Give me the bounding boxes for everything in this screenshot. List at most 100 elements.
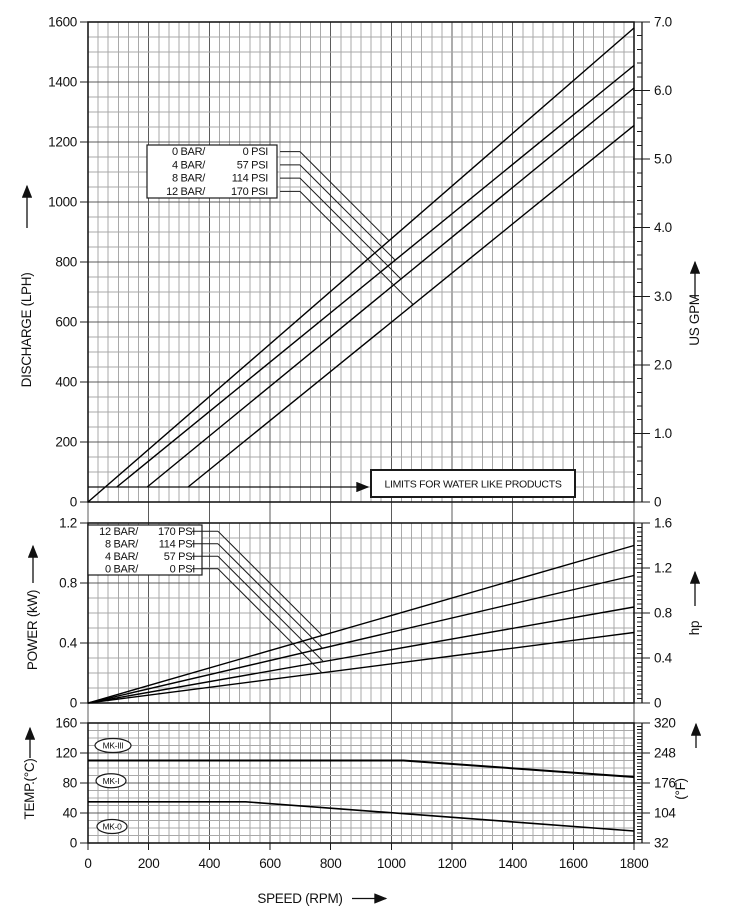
right-tick-label: 1.0 (654, 426, 672, 441)
right-tick-label: 176 (654, 776, 676, 791)
y-tick-label: 40 (63, 806, 77, 821)
right-tick-label: 1.6 (654, 516, 672, 531)
series-power-vs-speed-1 (87, 574, 635, 704)
right-tick-label: 0 (654, 495, 661, 510)
right-tick-label: 320 (654, 716, 676, 731)
legend-leader-line (217, 530, 323, 636)
y-tick-label: 0 (70, 836, 77, 851)
legend-row-bar: 0 BAR/ (172, 146, 206, 158)
y-tick-label: 200 (55, 435, 77, 450)
legend-row-psi: 57 PSI (164, 551, 195, 563)
y-tick-label: 1400 (48, 75, 77, 90)
axis-title: DISCHARGE (LPH) (19, 273, 34, 388)
model-oval (95, 773, 127, 789)
y-tick-label: 80 (63, 776, 77, 791)
right-tick-label: 0.8 (654, 606, 672, 621)
right-tick-label: 5.0 (654, 152, 672, 167)
y-tick-label: 1.2 (59, 516, 77, 531)
x-tick-label: 1000 (377, 856, 406, 871)
panel-discharge-vs-speed: 0 200 400 600 800 1000 1200 1400 1600 0 1.0 2.0 3.0 4… (48, 15, 672, 510)
y-tick-label: 1000 (48, 195, 77, 210)
legend-row-bar: 4 BAR/ (172, 159, 206, 171)
legend-box (87, 524, 203, 576)
series-layer (87, 27, 635, 832)
right-tick-label: 32 (654, 836, 668, 851)
legend-row-bar: 0 BAR/ (105, 563, 139, 575)
y-tick-label: 0.8 (59, 576, 77, 591)
limits-label: LIMITS FOR WATER LIKE PRODUCTS (384, 479, 561, 491)
x-tick-label: 1600 (559, 856, 588, 871)
right-tick-label: 1.2 (654, 561, 672, 576)
model-label-MK-0: MK-0 (96, 818, 128, 835)
series-discharge-vs-speed-1 (116, 64, 635, 488)
y-tick-label: 800 (55, 255, 77, 270)
model-label-MK-III: MK-III (94, 737, 132, 754)
x-tick-label: 800 (320, 856, 342, 871)
right-tick-label: 2.0 (654, 357, 672, 372)
axis-title: hp (687, 621, 702, 635)
y-tick-label: 400 (55, 375, 77, 390)
series-discharge-vs-speed-3 (187, 124, 635, 488)
legend-row-bar: 12 BAR/ (166, 186, 206, 198)
legend-leader-line (217, 568, 323, 674)
x-tick-label: 400 (199, 856, 221, 871)
axis-title: POWER (kW) (25, 590, 40, 670)
legend-row-psi: 0 PSI (243, 146, 269, 158)
y-tick-label: 120 (55, 746, 77, 761)
right-tick-label: 0 (654, 696, 661, 711)
model-oval-text: MK-I (103, 776, 120, 786)
legend-row-psi: 0 PSI (170, 563, 196, 575)
x-tick-label: 0 (84, 856, 91, 871)
legend-leader-line (299, 191, 414, 305)
legend-row-psi: 114 PSI (159, 538, 195, 550)
y-tick-label: 600 (55, 315, 77, 330)
y-tick-label: 1600 (48, 15, 77, 30)
model-oval-text: MK-III (103, 741, 124, 751)
legend-row-psi: 114 PSI (232, 173, 268, 185)
legend-row-bar: 8 BAR/ (105, 538, 139, 550)
legend-row-psi: 170 PSI (158, 526, 195, 538)
model-oval-text: MK-0 (102, 822, 122, 832)
model-oval (96, 818, 128, 835)
legend-leader-line (217, 555, 324, 662)
right-tick-label: 0.4 (654, 651, 673, 666)
legend-leader-line (299, 151, 390, 242)
legend-leader-line (299, 177, 402, 280)
x-tick-label: 600 (259, 856, 281, 871)
series-discharge-vs-speed-0 (87, 27, 635, 503)
model-oval (94, 737, 132, 754)
panel-temperature-limit-vs-speed: 0 40 80 120 160 32 104 176 248 320 (55, 716, 676, 851)
y-tick-label: 160 (55, 716, 77, 731)
y-tick-label: 0.4 (59, 636, 78, 651)
series-discharge-vs-speed-2 (146, 87, 635, 488)
legend-leader-line (299, 164, 396, 261)
x-axis-title: SPEED (RPM) (257, 891, 342, 906)
legend-row-bar: 12 BAR/ (99, 526, 139, 538)
x-tick-label: 200 (138, 856, 160, 871)
annotation-layer: 0 BAR/0 PSI 4 BAR/57 PSI 8 BAR/114 PSI 12 B… (87, 144, 576, 835)
axis-title: TEMP.(°C) (22, 759, 37, 820)
series-power-vs-speed-0 (87, 544, 635, 704)
right-tick-label: 7.0 (654, 15, 672, 30)
panel-power-vs-speed: 0 0.4 0.8 1.2 0 0.4 0.8 1.2 1.6 (59, 516, 673, 711)
limits-annotation: LIMITS FOR WATER LIKE PRODUCTS (88, 469, 576, 498)
legend-discharge-vs-speed: 0 BAR/0 PSI 4 BAR/57 PSI 8 BAR/114 PSI 12 B… (146, 144, 414, 305)
y-tick-label: 0 (70, 696, 77, 711)
legend-box (146, 144, 278, 199)
legend-row-psi: 170 PSI (231, 186, 268, 198)
legend-row-bar: 8 BAR/ (172, 173, 206, 185)
series-power-vs-speed-3 (87, 631, 635, 704)
axis-title: (°F) (673, 778, 688, 799)
axis-title: US GPM (687, 294, 702, 346)
x-tick-label: 1800 (620, 856, 649, 871)
right-tick-label: 104 (654, 806, 676, 821)
series-temperature-limit-vs-speed-0 (88, 759, 635, 778)
limits-box (370, 469, 576, 498)
x-tick-label: 1200 (438, 856, 467, 871)
right-tick-label: 6.0 (654, 83, 672, 98)
model-label-MK-I: MK-I (95, 773, 127, 789)
